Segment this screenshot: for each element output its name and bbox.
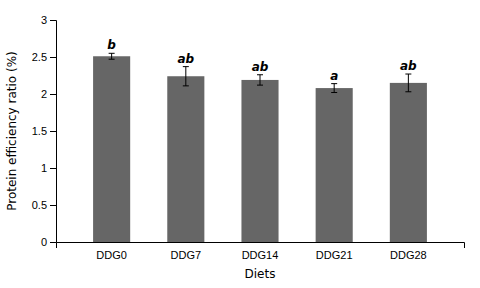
y-tick-mark xyxy=(50,242,56,243)
error-bar xyxy=(257,75,263,85)
plot: bababaab00.511.522.53DDG0DDG7DDG14DDG21D… xyxy=(32,14,465,261)
y-tick-mark xyxy=(50,94,56,95)
y-tick-label: 1 xyxy=(41,162,47,174)
annotations: b ab ab a ab xyxy=(107,38,417,82)
y-tick-mark xyxy=(50,20,56,21)
error-bar-cap xyxy=(405,74,411,75)
error-bar-cap xyxy=(109,53,115,54)
annotation: ab xyxy=(177,52,194,66)
bar xyxy=(316,88,353,242)
y-tick-label: 1.5 xyxy=(32,125,47,137)
x-axis: DDG0 DDG7 DDG14 DDG21 DDG28 xyxy=(57,243,465,261)
bar xyxy=(93,56,130,242)
y-tick-mark xyxy=(50,131,56,132)
error-bar-stem xyxy=(260,75,261,85)
y-tick-mark xyxy=(50,205,56,206)
x-tick-label: DDG7 xyxy=(171,249,202,261)
y-axis: 0 0.5 1 1.5 2 2.5 3 xyxy=(32,14,57,248)
error-bar-cap xyxy=(405,91,411,92)
annotation: ab xyxy=(252,60,269,74)
y-tick-label: 0 xyxy=(41,236,47,248)
x-axis-line xyxy=(57,243,465,249)
marks xyxy=(93,53,427,242)
y-tick-label: 3 xyxy=(41,14,47,26)
bar xyxy=(241,80,278,242)
error-bar-stem xyxy=(334,84,335,93)
error-bar xyxy=(183,67,189,86)
x-tick-label: DDG0 xyxy=(96,249,127,261)
y-tick: 3 xyxy=(41,14,56,26)
x-tick: DDG7 xyxy=(171,249,202,261)
error-bar xyxy=(331,84,337,93)
error-bar-stem xyxy=(408,74,409,92)
y-tick: 0.5 xyxy=(32,199,56,211)
error-bar-stem xyxy=(185,67,186,86)
x-tick: DDG0 xyxy=(96,249,127,261)
x-tick-label: DDG14 xyxy=(242,249,279,261)
y-tick-mark xyxy=(50,57,56,58)
error-bar-cap xyxy=(257,85,263,86)
error-bar-cap xyxy=(109,59,115,60)
annotation: b xyxy=(107,38,116,52)
bar xyxy=(167,76,204,242)
y-tick-label: 0.5 xyxy=(32,199,47,211)
x-tick-label: DDG28 xyxy=(390,249,427,261)
y-axis-line xyxy=(50,21,57,243)
error-bar xyxy=(405,74,411,92)
bar xyxy=(390,83,427,242)
y-tick: 1 xyxy=(41,162,56,174)
annotation: ab xyxy=(400,59,417,73)
x-tick: DDG21 xyxy=(316,249,353,261)
chart: bababaab00.511.522.53DDG0DDG7DDG14DDG21D… xyxy=(0,0,480,288)
y-tick-mark xyxy=(50,168,56,169)
error-bar-cap xyxy=(183,85,189,86)
x-tick-label: DDG21 xyxy=(316,249,353,261)
error-bar-stem xyxy=(111,53,112,59)
x-axis-title: Diets xyxy=(245,267,276,281)
error-bar xyxy=(109,53,115,59)
y-axis-title: Protein efficiency ratio (%) xyxy=(5,51,19,211)
x-tick: DDG28 xyxy=(390,249,427,261)
error-bar-cap xyxy=(331,92,337,93)
y-tick: 2 xyxy=(41,88,56,100)
x-tick: DDG14 xyxy=(242,249,279,261)
error-bar-cap xyxy=(331,83,337,84)
y-tick: 2.5 xyxy=(32,51,56,63)
y-tick: 0 xyxy=(41,236,56,248)
y-tick-label: 2.5 xyxy=(32,51,47,63)
y-tick: 1.5 xyxy=(32,125,56,137)
annotation: a xyxy=(330,69,338,83)
error-bar-cap xyxy=(183,66,189,67)
error-bar-cap xyxy=(257,74,263,75)
y-tick-label: 2 xyxy=(41,88,47,100)
